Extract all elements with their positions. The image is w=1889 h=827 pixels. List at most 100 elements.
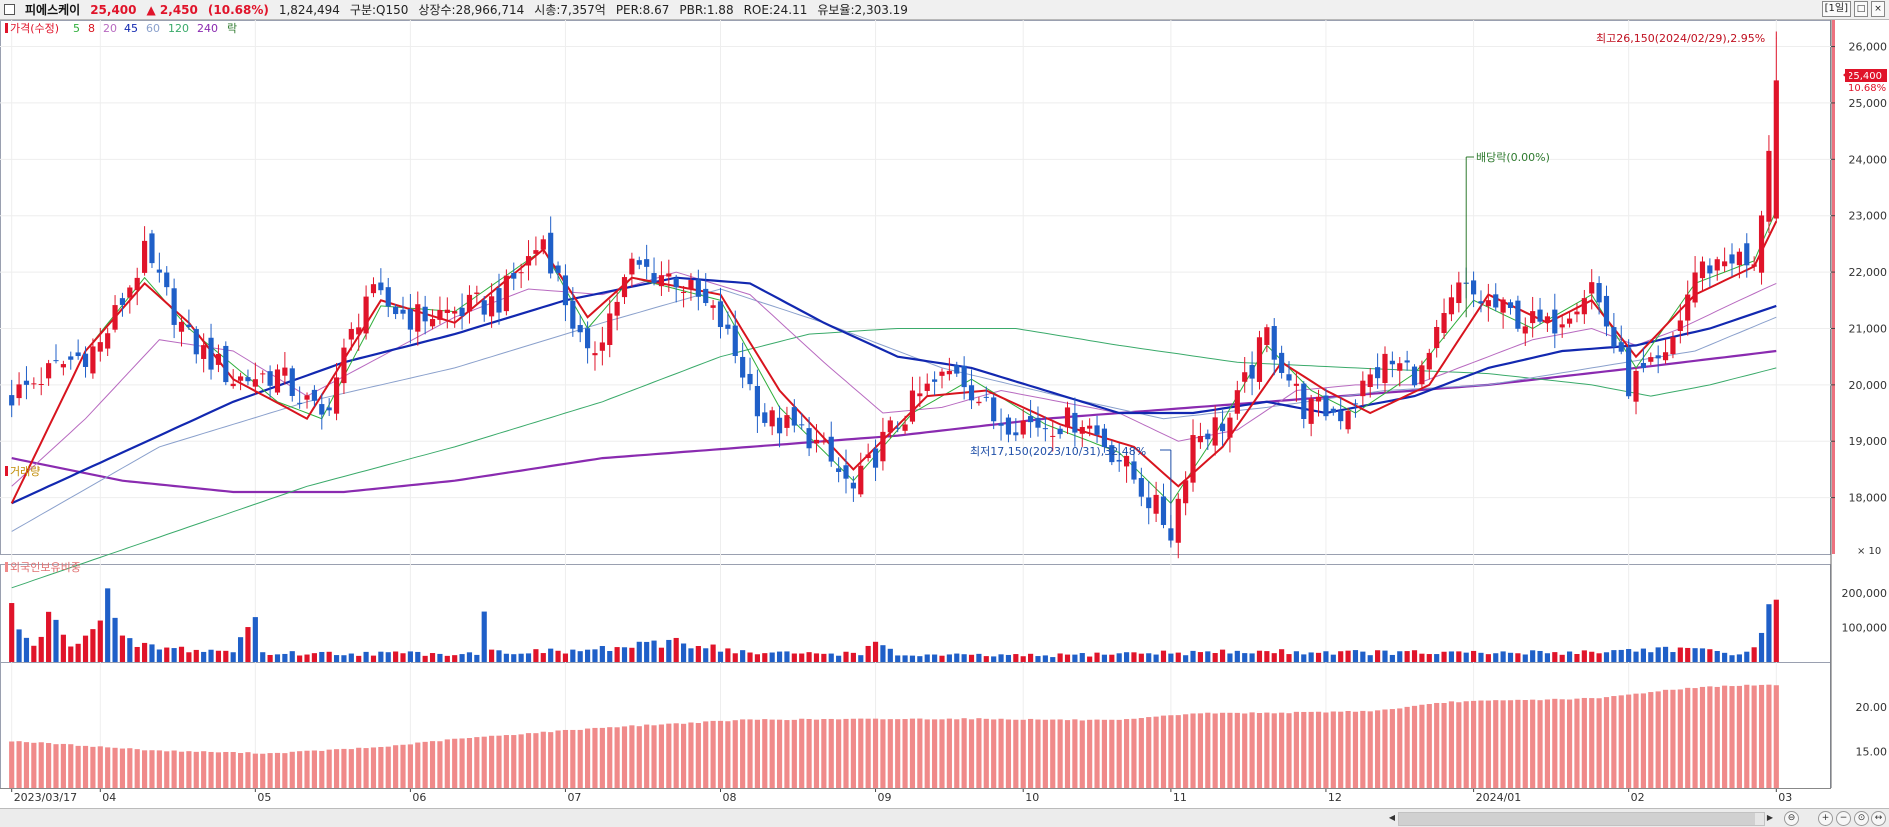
candle-body (1264, 327, 1270, 345)
foreign-bar (976, 718, 982, 788)
foreign-bar (732, 720, 738, 788)
foreign-bar (245, 752, 251, 788)
candle-body (1160, 496, 1167, 525)
candle-body (688, 280, 694, 290)
volume-bar (1773, 599, 1779, 662)
foreign-bar (836, 719, 842, 788)
candle-body (717, 301, 724, 328)
foreign-bar (1360, 710, 1366, 788)
candle-body (828, 436, 834, 462)
chart-canvas[interactable]: 26,000 25,000 24,000 23,000 22,000 21,000 20,0… (0, 20, 1889, 808)
candle-body (1448, 297, 1455, 315)
zoom-slider-icon[interactable]: ⊖ (1784, 811, 1799, 826)
volume-bar (1411, 650, 1418, 662)
zoom-fit-icon[interactable]: ↔ (1871, 811, 1886, 826)
volume-bar (1315, 652, 1322, 662)
volume-bar (732, 653, 738, 662)
candle-body (1559, 324, 1565, 328)
volume-bar (1500, 651, 1506, 662)
candle-body (23, 380, 30, 385)
high-annotation: 최고26,150(2024/02/29),2.95% (1596, 32, 1765, 45)
candle-body (872, 448, 879, 468)
candle-body (1581, 298, 1587, 315)
candle-body (1485, 300, 1491, 307)
foreign-bar (1242, 713, 1248, 788)
volume-bar (297, 655, 303, 662)
volume-bar (991, 656, 997, 662)
scrollbar-thumb[interactable] (1399, 813, 1755, 825)
volume-bar (1249, 653, 1255, 662)
zoom-out-icon[interactable]: − (1836, 811, 1851, 826)
volume-bar (562, 653, 569, 662)
candle-body (1441, 313, 1447, 333)
candle-body (651, 273, 657, 283)
volume-bar (38, 636, 44, 662)
volume-bar (1722, 652, 1728, 662)
market-cap: 시총:7,357억 (534, 3, 606, 17)
pct-tag: 10.68% (1848, 83, 1886, 94)
candle-body (422, 306, 428, 322)
foreign-bar (1434, 702, 1440, 788)
candle-body (1574, 311, 1580, 315)
volume-bar (939, 655, 945, 662)
foreign-bar (1662, 689, 1669, 788)
restore-icon[interactable]: □ (1854, 1, 1868, 17)
candle-body (274, 369, 281, 393)
volume-bar (1419, 653, 1425, 662)
volume-bar (1160, 650, 1167, 662)
foreign-bar (1426, 704, 1432, 788)
foreign-bar (119, 748, 126, 788)
candle-body (378, 282, 384, 291)
volume-bar (1109, 654, 1115, 662)
candle-body (1360, 380, 1366, 397)
foreign-bar (1722, 685, 1728, 788)
volume-bar (429, 653, 436, 662)
candle-body (784, 415, 790, 428)
zoom-in-icon[interactable]: + (1818, 811, 1833, 826)
scroll-right-icon[interactable]: ▶ (1766, 813, 1774, 822)
candle-body (407, 309, 413, 330)
volume-bar (1057, 653, 1063, 662)
candle-body (1493, 294, 1499, 308)
volume-bar (946, 654, 952, 662)
stock-name[interactable]: 피에스케이 (25, 3, 81, 17)
legend-price: 가격(수정) (10, 22, 59, 35)
volume-bar (1589, 651, 1595, 662)
menu-checkbox[interactable] (4, 4, 15, 15)
foreign-bar (924, 719, 930, 788)
close-icon[interactable]: × (1871, 1, 1885, 17)
candle-body (850, 482, 856, 489)
foreign-bar (1640, 693, 1646, 788)
price-legend: 가격(수정) 5 8 20 45 60 120 240 락 (5, 22, 237, 35)
svg-text:25,400: 25,400 (1847, 71, 1882, 82)
candle-body (348, 328, 354, 340)
volume-bar (1227, 653, 1233, 662)
foreign-bar (1234, 712, 1240, 788)
scroll-left-icon[interactable]: ◀ (1388, 813, 1396, 822)
candle-body (968, 385, 975, 401)
foreign-bar (459, 738, 465, 788)
volume-bar (474, 654, 480, 662)
foreign-bar (1552, 698, 1558, 788)
candle-body (1315, 396, 1322, 402)
period-button[interactable]: [1일] (1821, 1, 1851, 17)
legend-ma120: 120 (168, 22, 189, 35)
volume-bar (326, 651, 332, 662)
volume-bar (178, 646, 185, 662)
horizontal-scrollbar[interactable] (1398, 812, 1765, 826)
foreign-bar (1219, 712, 1226, 788)
volume-bar (119, 635, 126, 662)
line-ma60 (11, 288, 1777, 532)
volume-bar (762, 653, 768, 662)
zoom-reset-icon[interactable]: ⊙ (1854, 811, 1869, 826)
volume-bar (466, 652, 473, 662)
foreign-bar (1087, 719, 1093, 788)
volume-bar (909, 655, 916, 662)
foreign-bar (348, 749, 354, 788)
volume-bar (1633, 651, 1639, 662)
volume-bar (1352, 650, 1359, 662)
foreign-bar (407, 744, 413, 788)
volume-bar (599, 646, 605, 662)
volume-bar (1138, 653, 1144, 662)
candle-body (843, 465, 849, 479)
